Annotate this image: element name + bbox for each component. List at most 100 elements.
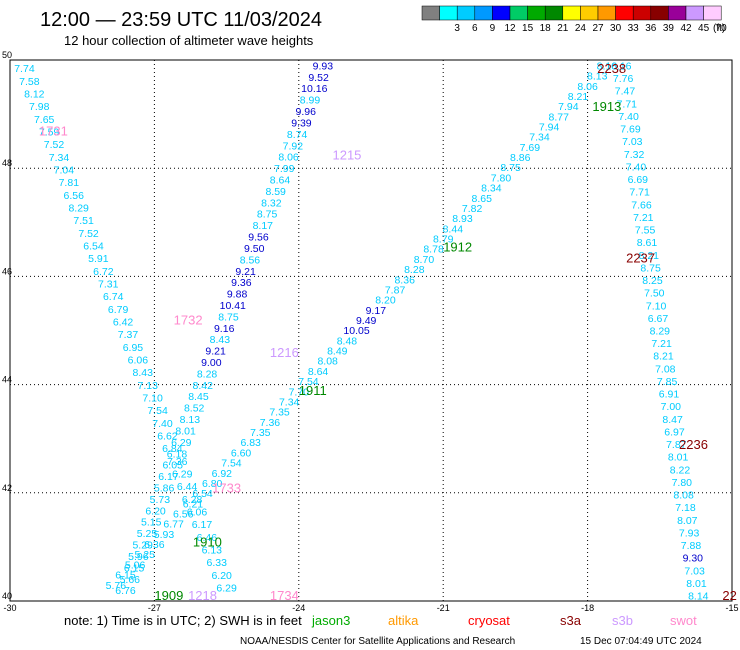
scale-swatch <box>562 5 581 21</box>
footer-timestamp: 15 Dec 07:04:49 UTC 2024 <box>580 636 702 647</box>
wave-height-value: 6.15 <box>115 570 136 582</box>
wave-height-value: 7.58 <box>19 76 40 88</box>
wave-height-value: 8.13 <box>180 414 201 426</box>
wave-height-value: 5.96 <box>128 551 149 563</box>
scale-swatch <box>421 5 440 21</box>
wave-height-value: 6.33 <box>207 557 228 569</box>
wave-height-value: 7.99 <box>274 163 295 175</box>
wave-height-value: 5.91 <box>88 253 109 265</box>
color-scale: 3 6 9 12 15 18 21 24 27 30 33 36 39 42 45 70 <box>421 5 728 34</box>
scale-swatch <box>439 5 458 21</box>
wave-height-value: 7.94 <box>539 122 560 134</box>
wave-height-value: 9.39 <box>291 117 312 129</box>
wave-height-value: 8.43 <box>210 334 231 346</box>
wave-height-value: 8.64 <box>308 366 329 378</box>
legend-s3a: s3a <box>560 613 582 628</box>
wave-height-value: 8.74 <box>287 129 308 141</box>
wave-height-value: 8.93 <box>452 213 473 225</box>
scale-label: 45 <box>698 23 710 34</box>
wave-height-value: 6.36 <box>144 539 165 551</box>
wave-height-value: 7.08 <box>655 363 676 375</box>
wave-height-value: 8.64 <box>270 174 291 186</box>
wave-height-value: 5.15 <box>141 517 162 529</box>
wave-height-value: 7.70 <box>289 386 310 398</box>
time-tag: 2238 <box>597 61 626 76</box>
wave-height-value: 8.78 <box>423 244 444 256</box>
wave-height-value: 8.20 <box>375 295 396 307</box>
lon-tick-label: -27 <box>148 603 161 613</box>
wave-height-value: 6.60 <box>231 447 252 459</box>
wave-height-value: 7.80 <box>491 172 512 184</box>
scale-label: 33 <box>628 23 640 34</box>
wave-height-value: 6.29 <box>172 468 193 480</box>
wave-height-value: 8.59 <box>265 186 286 198</box>
lat-tick-label: 44 <box>2 375 12 385</box>
wave-height-value: 8.01 <box>686 578 707 590</box>
wave-height-value: 9.30 <box>683 553 704 565</box>
track-time-label: 1912 <box>443 240 472 255</box>
wave-height-value: 7.40 <box>618 111 639 123</box>
scale-label: 70 <box>716 23 728 34</box>
wave-height-value: 8.75 <box>257 209 278 221</box>
track-s3a-2237: 6.167.767.477.717.407.697.037.327.406.69… <box>611 60 709 602</box>
wave-height-value: 6.18 <box>167 448 188 460</box>
time-tag: 1911 <box>299 383 327 398</box>
wave-height-value: 9.16 <box>214 323 235 335</box>
scale-label: 3 <box>454 23 460 34</box>
wave-height-value: 7.85 <box>657 376 678 388</box>
legend-cryosat: cryosat <box>468 613 510 628</box>
wave-height-value: 8.22 <box>670 464 691 476</box>
wave-height-value: 6.76 <box>115 585 136 597</box>
wave-height-value: 6.42 <box>113 316 134 328</box>
wave-height-value: 6.06 <box>187 506 208 518</box>
wave-height-value: 8.77 <box>549 111 570 123</box>
wave-height-value: 7.66 <box>631 199 652 211</box>
wave-height-value: 6.29 <box>216 582 237 594</box>
wave-height-value: 6.72 <box>93 266 114 278</box>
scale-label: 12 <box>504 23 516 34</box>
wave-height-value: 7.37 <box>118 329 139 341</box>
wave-height-value: 9.50 <box>244 243 265 255</box>
wave-height-value: 7.31 <box>98 278 119 290</box>
wave-height-value: 6.67 <box>648 313 669 325</box>
wave-height-value: 8.08 <box>673 490 694 502</box>
wave-height-value: 8.45 <box>188 391 209 403</box>
time-tag: 1910 <box>193 534 222 549</box>
wave-height-value: 8.75 <box>500 162 521 174</box>
wave-height-value: 9.17 <box>366 305 387 317</box>
time-tag: 22 <box>722 588 736 603</box>
wave-height-value: 7.87 <box>666 439 687 451</box>
wave-height-value: 8.61 <box>637 237 658 249</box>
wave-height-value: 7.36 <box>167 456 188 468</box>
wave-height-value: 9.96 <box>295 106 316 118</box>
wave-height-value: 8.21 <box>653 351 674 363</box>
wave-height-value: 6.44 <box>177 481 198 493</box>
wave-height-value: 7.93 <box>679 527 700 539</box>
lat-tick-label: 40 <box>2 591 12 601</box>
wave-height-value: 7.34 <box>279 396 300 408</box>
wave-height-value: 8.75 <box>218 311 239 323</box>
wave-height-value: 9.56 <box>248 232 269 244</box>
wave-height-value: 7.03 <box>684 565 705 577</box>
lat-tick-label: 46 <box>2 266 12 276</box>
wave-height-value: 6.79 <box>108 304 129 316</box>
wave-height-value: 6.97 <box>664 426 685 438</box>
wave-height-value: 7.55 <box>635 225 656 237</box>
legend-s3b: s3b <box>612 613 633 628</box>
wave-height-value: 7.59 <box>39 126 60 138</box>
scale-label: 15 <box>522 23 534 34</box>
wave-height-value: 8.48 <box>337 335 358 347</box>
wave-height-value: 5.29 <box>132 540 153 552</box>
wave-height-value: 8.86 <box>510 152 531 164</box>
wave-height-value: 8.47 <box>662 414 683 426</box>
wave-height-value: 5.66 <box>120 574 141 586</box>
wave-height-value: 7.51 <box>73 215 94 227</box>
wave-height-value: 7.94 <box>558 101 579 113</box>
wave-height-value: 7.71 <box>617 98 638 110</box>
wave-height-value: 7.69 <box>620 124 641 136</box>
wave-height-value: 8.06 <box>278 152 299 164</box>
wave-height-value: 6.91 <box>659 389 680 401</box>
wave-height-value: 6.92 <box>212 468 233 480</box>
wave-height-value: 8.79 <box>433 234 454 246</box>
